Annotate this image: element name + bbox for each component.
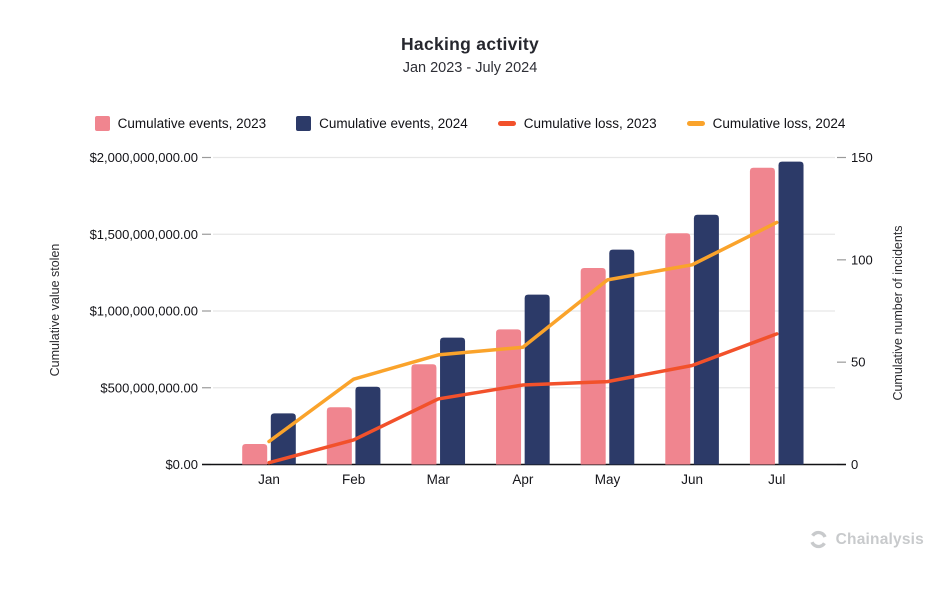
legend-swatch-navy xyxy=(296,116,312,131)
legend-dash-yellow xyxy=(686,121,705,126)
left-axis-tick-label: $1,000,000,000.00 xyxy=(90,304,198,319)
legend-dash-red xyxy=(497,121,516,126)
legend-item-cumulative-loss-2024[interactable]: Cumulative loss, 2024 xyxy=(686,116,846,131)
bar-cumulative-events-2023-feb xyxy=(326,407,352,465)
chainalysis-logo-text: Chainalysis xyxy=(835,530,924,548)
legend-label: Cumulative events, 2023 xyxy=(117,116,267,131)
left-axis-tick-label: $0.00 xyxy=(165,457,198,472)
x-axis-label-jan: Jan xyxy=(258,472,280,487)
bar-cumulative-events-2023-apr xyxy=(496,329,522,465)
x-axis-label-jul: Jul xyxy=(768,472,785,487)
line-cumulative-loss-2024 xyxy=(267,220,779,444)
left-axis-tick-label: $2,000,000,000.00 xyxy=(90,150,198,165)
bar-cumulative-events-2024-jul xyxy=(778,161,804,465)
bar-cumulative-events-2023-mar xyxy=(411,364,437,465)
line-cumulative-loss-2023 xyxy=(267,332,779,465)
chart-subtitle: Jan 2023 - July 2024 xyxy=(402,60,538,76)
bar-cumulative-events-2024-may xyxy=(609,249,635,465)
x-axis-label-apr: Apr xyxy=(512,472,534,487)
right-axis-tick-label: 100 xyxy=(851,252,873,267)
x-axis-label-may: May xyxy=(595,472,621,487)
chainalysis-logo: Chainalysis xyxy=(808,529,924,550)
right-axis-tick-label: 0 xyxy=(851,457,858,472)
bar-cumulative-events-2023-jul xyxy=(749,167,775,465)
right-axis-tick-label: 150 xyxy=(851,150,873,165)
x-axis-label-jun: Jun xyxy=(681,472,703,487)
bar-cumulative-events-2023-jan xyxy=(242,444,268,465)
bar-cumulative-events-2023-jun xyxy=(665,233,691,465)
chart-title: Hacking activity xyxy=(400,34,540,54)
legend-label: Cumulative loss, 2024 xyxy=(712,116,846,131)
bar-cumulative-events-2024-apr xyxy=(524,294,550,465)
right-axis-tick-label: 50 xyxy=(851,355,865,370)
bar-cumulative-events-2024-mar xyxy=(440,337,466,465)
x-axis-label-mar: Mar xyxy=(427,472,451,487)
legend-label: Cumulative loss, 2023 xyxy=(523,116,657,131)
legend-swatch-pink xyxy=(94,116,110,131)
bar-cumulative-events-2024-jun xyxy=(693,214,719,465)
left-axis-tick-label: $500,000,000.00 xyxy=(100,380,198,395)
x-axis-label-feb: Feb xyxy=(342,472,365,487)
chart-legend: Cumulative events, 2023 Cumulative event… xyxy=(0,116,940,131)
legend-item-cumulative-events-2024[interactable]: Cumulative events, 2024 xyxy=(296,116,468,131)
bar-cumulative-events-2024-feb xyxy=(355,386,381,465)
left-axis-tick-label: $1,500,000,000.00 xyxy=(90,227,198,242)
legend-label: Cumulative events, 2024 xyxy=(319,116,468,131)
legend-item-cumulative-loss-2023[interactable]: Cumulative loss, 2023 xyxy=(497,116,657,131)
chainalysis-logo-icon xyxy=(809,530,827,549)
legend-item-cumulative-events-2023[interactable]: Cumulative events, 2023 xyxy=(94,116,267,131)
bar-cumulative-events-2023-may xyxy=(580,268,606,465)
